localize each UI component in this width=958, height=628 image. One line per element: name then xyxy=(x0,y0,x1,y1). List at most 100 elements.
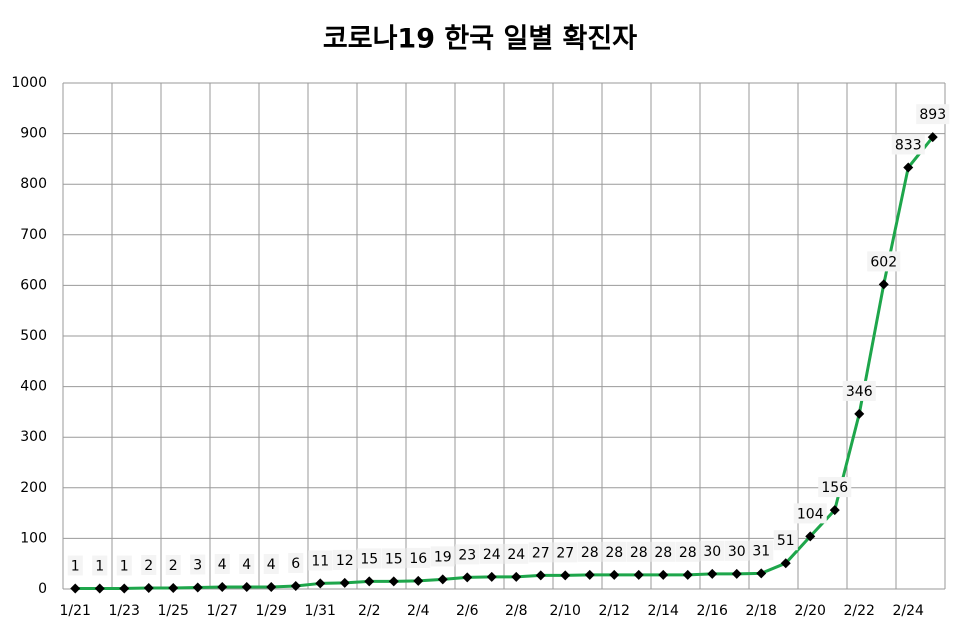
x-tick-label: 2/24 xyxy=(893,603,925,619)
marker xyxy=(658,569,669,580)
data-label: 4 xyxy=(218,557,227,573)
marker xyxy=(609,569,620,580)
x-tick-label: 2/6 xyxy=(456,603,479,619)
marker xyxy=(805,531,816,542)
data-label-box xyxy=(651,541,676,562)
marker xyxy=(707,568,718,579)
data-label: 30 xyxy=(703,544,721,560)
data-label: 12 xyxy=(336,553,354,569)
chart-title: 코로나19 한국 일별 확진자 xyxy=(323,24,637,55)
data-label: 28 xyxy=(679,545,697,561)
data-label-box xyxy=(675,541,700,562)
marker xyxy=(70,583,81,594)
marker xyxy=(388,576,399,587)
y-tick-label: 0 xyxy=(38,581,47,597)
data-label: 31 xyxy=(752,543,770,559)
data-label-box xyxy=(773,530,798,551)
x-tick-label: 2/4 xyxy=(407,603,430,619)
marker xyxy=(486,571,497,582)
data-label: 1 xyxy=(120,558,129,574)
data-label-box xyxy=(793,503,827,524)
x-tick-label: 2/12 xyxy=(599,603,630,619)
x-tick-label: 2/22 xyxy=(844,603,875,619)
data-label: 3 xyxy=(193,557,202,573)
x-tick-label: 2/18 xyxy=(746,603,777,619)
data-label: 28 xyxy=(605,545,623,561)
marker xyxy=(780,558,791,569)
marker xyxy=(903,162,914,173)
data-label: 4 xyxy=(267,557,276,573)
data-label: 6 xyxy=(291,556,300,572)
marker xyxy=(413,575,424,586)
data-label: 15 xyxy=(385,551,403,567)
data-label-box xyxy=(504,543,529,564)
marker xyxy=(290,580,301,591)
x-tick-label: 1/23 xyxy=(109,603,140,619)
y-tick-label: 300 xyxy=(20,429,47,445)
data-label-box xyxy=(479,543,504,564)
data-label: 4 xyxy=(242,557,251,573)
marker xyxy=(94,583,105,594)
data-label-box xyxy=(67,555,83,576)
data-label: 1 xyxy=(95,558,104,574)
marker xyxy=(731,568,742,579)
data-label-box xyxy=(602,541,627,562)
y-tick-label: 700 xyxy=(20,227,47,243)
marker xyxy=(241,581,252,592)
marker xyxy=(682,569,693,580)
marker xyxy=(315,578,326,589)
marker xyxy=(168,582,179,593)
data-label-box xyxy=(430,546,455,567)
y-tick-label: 100 xyxy=(20,530,47,546)
x-tick-label: 2/16 xyxy=(697,603,729,619)
data-label: 15 xyxy=(360,551,378,567)
x-tick-label: 2/10 xyxy=(550,603,581,619)
marker xyxy=(339,577,350,588)
data-label: 16 xyxy=(409,551,427,567)
data-label-box xyxy=(263,553,279,574)
data-label-box xyxy=(455,544,480,565)
data-label: 28 xyxy=(581,545,599,561)
data-label-box xyxy=(357,548,382,569)
marker xyxy=(584,569,595,580)
data-label-box xyxy=(842,380,876,401)
marker xyxy=(854,408,865,419)
data-label: 156 xyxy=(821,480,848,496)
data-label-box xyxy=(381,548,406,569)
data-label: 23 xyxy=(458,547,476,563)
y-tick-label: 200 xyxy=(20,480,47,496)
data-label-box xyxy=(528,542,553,563)
y-tick-label: 400 xyxy=(20,379,47,395)
x-tick-label: 2/8 xyxy=(505,603,528,619)
x-tick-label: 1/25 xyxy=(158,603,189,619)
marker xyxy=(192,582,203,593)
data-label-box xyxy=(891,134,925,155)
data-label: 2 xyxy=(169,558,178,574)
data-label: 28 xyxy=(654,545,672,561)
data-label-box xyxy=(308,550,333,571)
data-label: 2 xyxy=(144,558,153,574)
data-label-box xyxy=(626,541,651,562)
marker xyxy=(878,279,889,290)
y-tick-label: 1000 xyxy=(11,75,47,91)
marker xyxy=(217,581,228,592)
data-label-box xyxy=(700,540,725,561)
x-tick-label: 2/2 xyxy=(358,603,381,619)
data-label: 104 xyxy=(797,506,824,522)
marker xyxy=(119,583,130,594)
data-label: 51 xyxy=(777,533,795,549)
marker xyxy=(462,572,473,583)
x-tick-label: 1/29 xyxy=(256,603,287,619)
marker xyxy=(927,132,938,143)
data-label-box xyxy=(818,477,852,498)
data-label: 30 xyxy=(728,544,746,560)
y-tick-label: 500 xyxy=(20,328,47,344)
data-label-box xyxy=(116,555,132,576)
x-tick-label: 2/14 xyxy=(648,603,680,619)
data-label: 27 xyxy=(532,545,550,561)
x-tick-label: 1/31 xyxy=(305,603,336,619)
data-label: 11 xyxy=(311,553,329,569)
marker xyxy=(511,571,522,582)
data-label: 24 xyxy=(507,547,525,563)
marker xyxy=(143,582,154,593)
